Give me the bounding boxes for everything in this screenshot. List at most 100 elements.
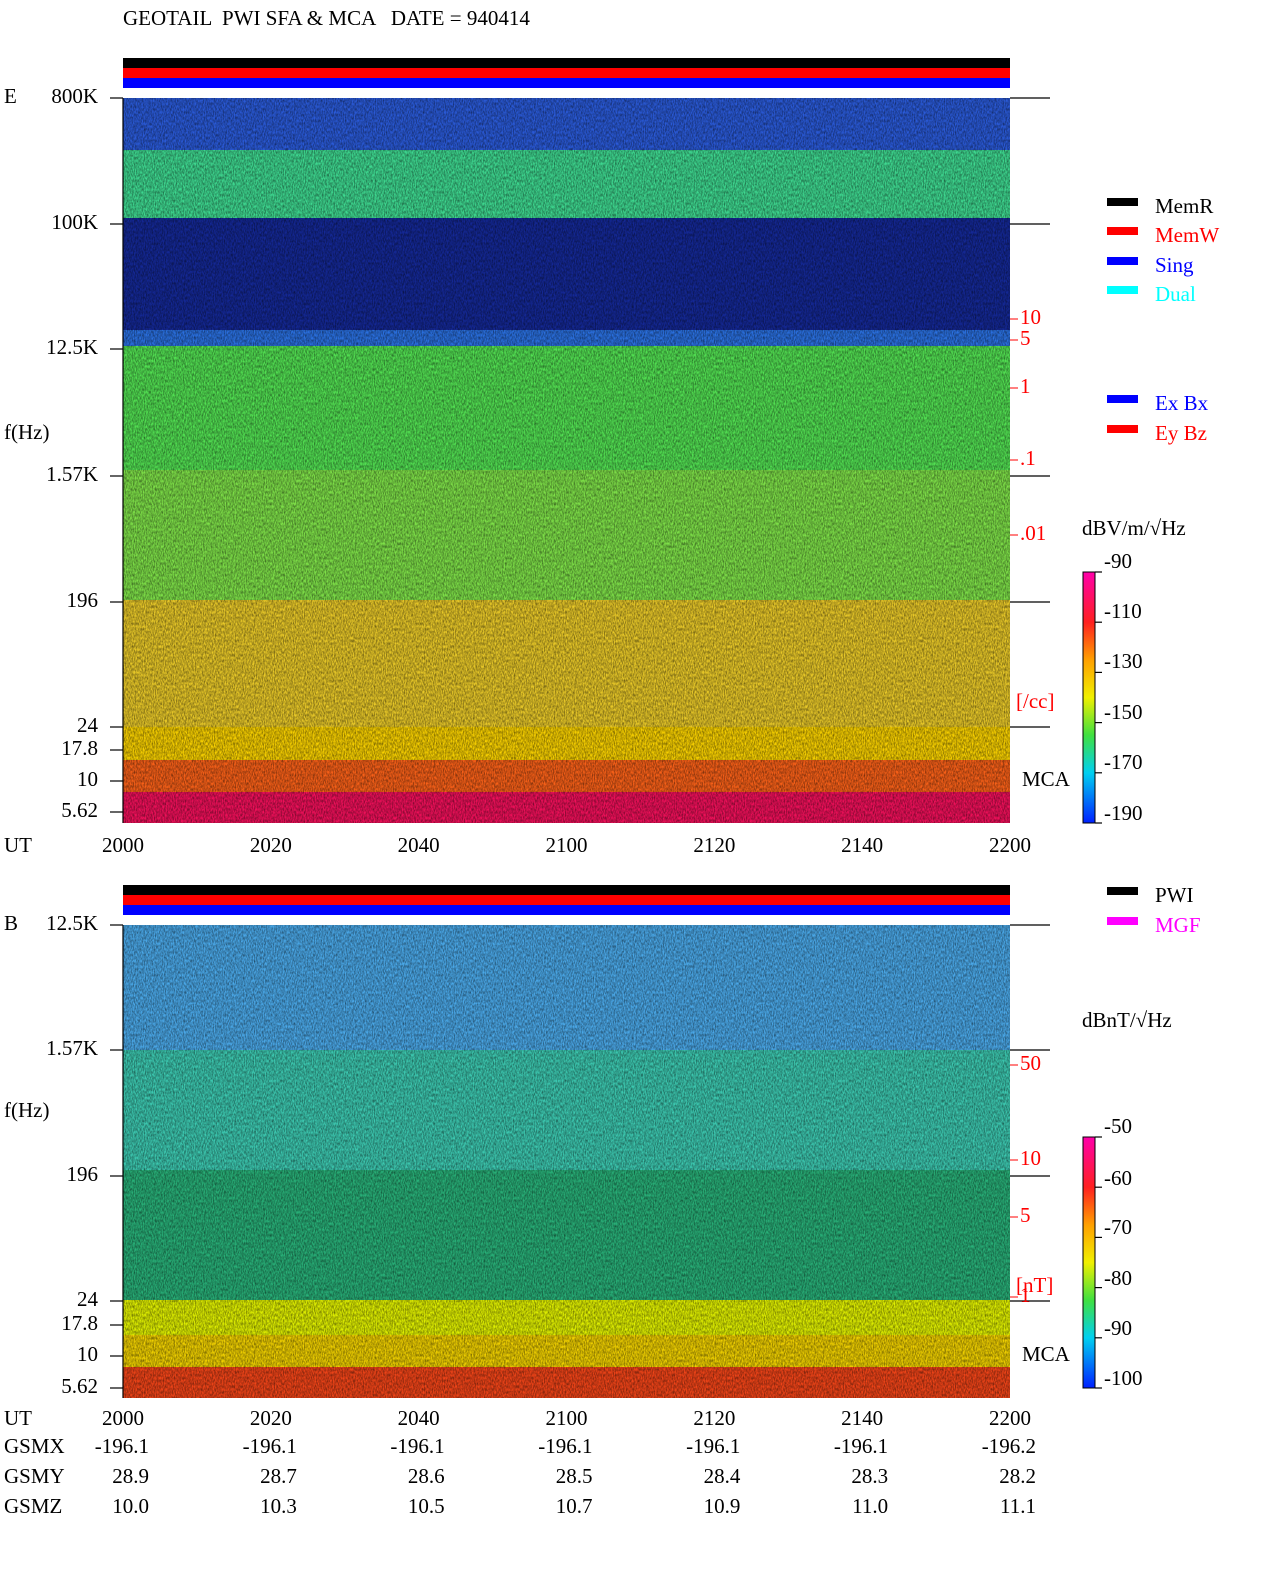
mode-strip bbox=[123, 78, 1010, 88]
orbit-value: -196.1 bbox=[538, 1434, 592, 1458]
x-tick-label: 2120 bbox=[693, 1406, 735, 1430]
orbit-value: 11.1 bbox=[1000, 1494, 1036, 1518]
right-tick-label: 50 bbox=[1020, 1051, 1041, 1075]
mode-strip bbox=[123, 58, 1010, 68]
legend-swatch bbox=[1107, 198, 1138, 206]
x-tick-label: 2000 bbox=[102, 1406, 144, 1430]
x-axis-label: UT bbox=[4, 1406, 32, 1430]
mode-strip bbox=[123, 885, 1010, 895]
colorbar-tick-label: -190 bbox=[1104, 801, 1143, 825]
legend-swatch bbox=[1107, 257, 1138, 265]
y-tick-label: 1.57K bbox=[46, 462, 98, 486]
orbit-value: 28.3 bbox=[851, 1464, 888, 1488]
right-tick-label: 10 bbox=[1020, 305, 1041, 329]
orbit-value: 28.6 bbox=[408, 1464, 445, 1488]
x-tick-label: 2020 bbox=[250, 1406, 292, 1430]
colorbar-tick-label: -80 bbox=[1104, 1266, 1132, 1290]
colorbar-tick-label: -150 bbox=[1104, 700, 1143, 724]
orbit-value: 10.7 bbox=[556, 1494, 593, 1518]
legend-label: Ex Bx bbox=[1155, 391, 1209, 415]
colorbar bbox=[1082, 571, 1096, 824]
x-axis-label: UT bbox=[4, 833, 32, 857]
y-tick-label: 196 bbox=[67, 588, 99, 612]
legend-swatch bbox=[1107, 917, 1138, 925]
colorbar-tick-label: -90 bbox=[1104, 549, 1132, 573]
x-tick-label: 2200 bbox=[989, 833, 1031, 857]
y-tick-label: 24 bbox=[77, 713, 99, 737]
orbit-value: 28.5 bbox=[556, 1464, 593, 1488]
orbit-value: 10.5 bbox=[408, 1494, 445, 1518]
colorbar-tick-label: -90 bbox=[1104, 1316, 1132, 1340]
legend-swatch bbox=[1107, 227, 1138, 235]
colorbar-tick-label: -60 bbox=[1104, 1166, 1132, 1190]
orbit-value: -196.1 bbox=[390, 1434, 444, 1458]
orbit-value: -196.1 bbox=[243, 1434, 297, 1458]
legend-swatch bbox=[1107, 887, 1138, 895]
y-tick-label: 17.8 bbox=[61, 736, 98, 760]
x-tick-label: 2040 bbox=[398, 833, 440, 857]
colorbar-unit: dBV/m/√Hz bbox=[1082, 516, 1186, 540]
orbit-value: 28.4 bbox=[704, 1464, 741, 1488]
right-unit: [/cc] bbox=[1016, 689, 1054, 713]
legend-label: MemW bbox=[1155, 223, 1219, 247]
orbit-value: 10.0 bbox=[112, 1494, 149, 1518]
y-axis-label: f(Hz) bbox=[4, 420, 49, 444]
x-tick-label: 2120 bbox=[693, 833, 735, 857]
legend-label: Ey Bz bbox=[1155, 421, 1207, 445]
y-tick-label: 24 bbox=[77, 1287, 99, 1311]
colorbar-tick-label: -50 bbox=[1104, 1114, 1132, 1138]
legend-swatch bbox=[1107, 425, 1138, 433]
orbit-value: 10.9 bbox=[704, 1494, 741, 1518]
y-tick-label: 10 bbox=[77, 767, 98, 791]
y-tick-label: 100K bbox=[51, 210, 98, 234]
legend-label: MGF bbox=[1155, 913, 1201, 937]
orbit-value: 28.7 bbox=[260, 1464, 297, 1488]
x-tick-label: 2140 bbox=[841, 1406, 883, 1430]
orbit-value: -196.1 bbox=[686, 1434, 740, 1458]
colorbar-unit: dBnT/√Hz bbox=[1082, 1008, 1172, 1032]
orbit-value: 11.0 bbox=[852, 1494, 888, 1518]
orbit-value: -196.1 bbox=[95, 1434, 149, 1458]
x-tick-label: 2100 bbox=[546, 1406, 588, 1430]
orbit-value: 10.3 bbox=[260, 1494, 297, 1518]
orbit-name: GSMZ bbox=[4, 1494, 62, 1518]
title: GEOTAIL PWI SFA & MCA DATE = 940414 bbox=[123, 6, 530, 30]
x-tick-label: 2140 bbox=[841, 833, 883, 857]
y-tick-label: 196 bbox=[67, 1162, 99, 1186]
orbit-name: GSMY bbox=[4, 1464, 65, 1488]
colorbar-tick-label: -170 bbox=[1104, 750, 1143, 774]
y-tick-label: 10 bbox=[77, 1342, 98, 1366]
y-tick-label: 5.62 bbox=[61, 798, 98, 822]
y-tick-label: 17.8 bbox=[61, 1311, 98, 1335]
right-unit: [nT] bbox=[1016, 1273, 1053, 1297]
y-axis-label: f(Hz) bbox=[4, 1098, 49, 1122]
y-tick-label: 800K bbox=[51, 84, 98, 108]
x-tick-label: 2200 bbox=[989, 1406, 1031, 1430]
x-tick-label: 2100 bbox=[546, 833, 588, 857]
panel-label: B bbox=[4, 911, 18, 935]
orbit-value: 28.2 bbox=[999, 1464, 1036, 1488]
legend-label: PWI bbox=[1155, 883, 1194, 907]
orbit-value: -196.2 bbox=[982, 1434, 1036, 1458]
right-tick-label: .01 bbox=[1020, 521, 1046, 545]
x-tick-label: 2000 bbox=[102, 833, 144, 857]
spectrum-texture bbox=[123, 98, 1010, 823]
x-tick-label: 2020 bbox=[250, 833, 292, 857]
orbit-value: 28.9 bbox=[112, 1464, 149, 1488]
mode-strip bbox=[123, 68, 1010, 78]
mode-strip bbox=[123, 895, 1010, 905]
orbit-value: -196.1 bbox=[834, 1434, 888, 1458]
right-tick-label: 1 bbox=[1020, 1283, 1031, 1307]
right-tick-label: .1 bbox=[1020, 446, 1036, 470]
legend-label: MemR bbox=[1155, 194, 1213, 218]
right-tick-label: 5 bbox=[1020, 1203, 1031, 1227]
y-tick-label: 1.57K bbox=[46, 1036, 98, 1060]
colorbar-tick-label: -100 bbox=[1104, 1366, 1143, 1390]
right-tick-label: 5 bbox=[1020, 326, 1031, 350]
mca-label: MCA bbox=[1022, 1342, 1071, 1366]
legend-label: Dual bbox=[1155, 282, 1196, 306]
y-tick-label: 12.5K bbox=[46, 335, 98, 359]
mca-label: MCA bbox=[1022, 767, 1071, 791]
panel-label: E bbox=[4, 84, 17, 108]
colorbar bbox=[1082, 1136, 1096, 1389]
